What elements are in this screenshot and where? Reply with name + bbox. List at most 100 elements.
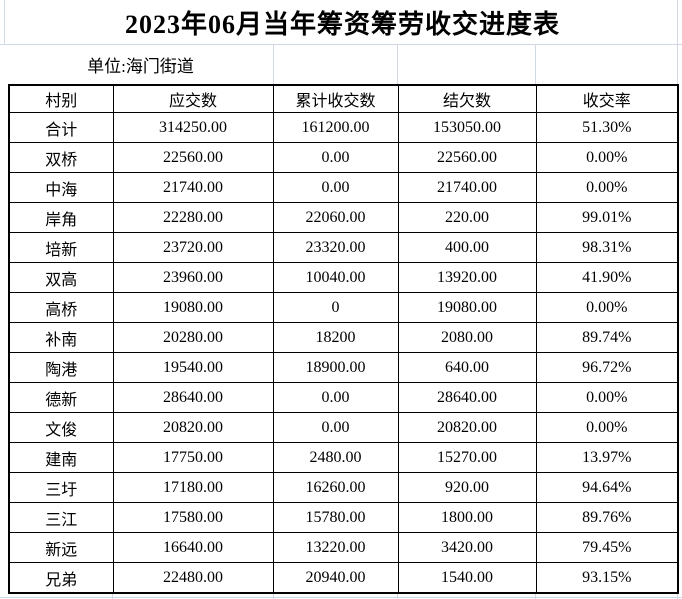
- received-cell: 0.00: [272, 172, 399, 203]
- outstanding-cell: 153050.00: [397, 112, 537, 143]
- column-header: 村别: [8, 84, 114, 113]
- due-cell: 16640.00: [112, 532, 274, 563]
- received-cell: 18900.00: [272, 352, 399, 383]
- due-cell: 28640.00: [112, 382, 274, 413]
- outstanding-cell: 28640.00: [397, 382, 537, 413]
- outstanding-cell: 1540.00: [397, 562, 537, 594]
- village-cell: 双桥: [8, 142, 114, 173]
- gridline: [397, 594, 398, 599]
- gridline: [273, 44, 274, 85]
- rate-cell: 51.30%: [535, 112, 679, 143]
- rate-cell: 41.90%: [535, 262, 679, 293]
- received-cell: 16260.00: [272, 472, 399, 503]
- village-cell: 岸角: [8, 202, 114, 233]
- rate-cell: 96.72%: [535, 352, 679, 383]
- received-cell: 10040.00: [272, 262, 399, 293]
- gridline: [535, 44, 536, 85]
- outstanding-cell: 220.00: [397, 202, 537, 233]
- village-cell: 陶港: [8, 352, 114, 383]
- outstanding-cell: 19080.00: [397, 292, 537, 323]
- gridline: [0, 44, 682, 45]
- rate-cell: 99.01%: [535, 202, 679, 233]
- village-cell: 中海: [8, 172, 114, 203]
- due-cell: 20280.00: [112, 322, 274, 353]
- gridline: [397, 44, 398, 85]
- due-cell: 17750.00: [112, 442, 274, 473]
- gridline: [535, 594, 536, 599]
- received-cell: 23320.00: [272, 232, 399, 263]
- gridline: [273, 594, 274, 599]
- gridline: [112, 594, 113, 599]
- gridline: [4, 0, 5, 44]
- received-cell: 15780.00: [272, 502, 399, 533]
- due-cell: 19080.00: [112, 292, 274, 323]
- rate-cell: 0.00%: [535, 382, 679, 413]
- column-header: 收交率: [535, 84, 679, 113]
- table-row: 双高 23960.00 10040.00 13920.00 41.90%: [8, 262, 679, 293]
- due-cell: 314250.00: [112, 112, 274, 143]
- received-cell: 0: [272, 292, 399, 323]
- table-row: 补南 20280.00 18200 2080.00 89.74%: [8, 322, 679, 353]
- village-cell: 双高: [8, 262, 114, 293]
- due-cell: 22280.00: [112, 202, 274, 233]
- column-header: 结欠数: [397, 84, 537, 113]
- outstanding-cell: 15270.00: [397, 442, 537, 473]
- rate-cell: 0.00%: [535, 412, 679, 443]
- rate-cell: 13.97%: [535, 442, 679, 473]
- table-header-row: 村别 应交数 累计收交数 结欠数 收交率: [8, 84, 679, 113]
- outstanding-cell: 3420.00: [397, 532, 537, 563]
- outstanding-cell: 13920.00: [397, 262, 537, 293]
- due-cell: 23720.00: [112, 232, 274, 263]
- table-row: 三圩 17180.00 16260.00 920.00 94.64%: [8, 472, 679, 503]
- village-cell: 文俊: [8, 412, 114, 443]
- outstanding-cell: 20820.00: [397, 412, 537, 443]
- village-cell: 新远: [8, 532, 114, 563]
- progress-table: 村别 应交数 累计收交数 结欠数 收交率 合计 314250.00 161200.00 153…: [8, 84, 679, 594]
- table-row: 三江 17580.00 15780.00 1800.00 89.76%: [8, 502, 679, 533]
- table-row: 培新 23720.00 23320.00 400.00 98.31%: [8, 232, 679, 263]
- table-row: 岸角 22280.00 22060.00 220.00 99.01%: [8, 202, 679, 233]
- village-cell: 三圩: [8, 472, 114, 503]
- outstanding-cell: 22560.00: [397, 142, 537, 173]
- received-cell: 0.00: [272, 142, 399, 173]
- table-row: 兄弟 22480.00 20940.00 1540.00 93.15%: [8, 562, 679, 594]
- received-cell: 2480.00: [272, 442, 399, 473]
- due-cell: 22560.00: [112, 142, 274, 173]
- due-cell: 22480.00: [112, 562, 274, 594]
- table-row: 建南 17750.00 2480.00 15270.00 13.97%: [8, 442, 679, 473]
- rate-cell: 93.15%: [535, 562, 679, 594]
- village-cell: 三江: [8, 502, 114, 533]
- rate-cell: 89.76%: [535, 502, 679, 533]
- outstanding-cell: 2080.00: [397, 322, 537, 353]
- table-row: 中海 21740.00 0.00 21740.00 0.00%: [8, 172, 679, 203]
- table-row: 陶港 19540.00 18900.00 640.00 96.72%: [8, 352, 679, 383]
- due-cell: 19540.00: [112, 352, 274, 383]
- rate-cell: 0.00%: [535, 172, 679, 203]
- due-cell: 23960.00: [112, 262, 274, 293]
- outstanding-cell: 640.00: [397, 352, 537, 383]
- rate-cell: 89.74%: [535, 322, 679, 353]
- table-row: 合计 314250.00 161200.00 153050.00 51.30%: [8, 112, 679, 143]
- outstanding-cell: 1800.00: [397, 502, 537, 533]
- outstanding-cell: 920.00: [397, 472, 537, 503]
- rate-cell: 79.45%: [535, 532, 679, 563]
- received-cell: 0.00: [272, 412, 399, 443]
- village-cell: 补南: [8, 322, 114, 353]
- village-cell: 德新: [8, 382, 114, 413]
- received-cell: 20940.00: [272, 562, 399, 594]
- village-cell: 培新: [8, 232, 114, 263]
- received-cell: 161200.00: [272, 112, 399, 143]
- gridline: [677, 0, 678, 85]
- village-cell: 合计: [8, 112, 114, 143]
- table-row: 德新 28640.00 0.00 28640.00 0.00%: [8, 382, 679, 413]
- table-row: 新远 16640.00 13220.00 3420.00 79.45%: [8, 532, 679, 563]
- rate-cell: 0.00%: [535, 142, 679, 173]
- due-cell: 17180.00: [112, 472, 274, 503]
- due-cell: 21740.00: [112, 172, 274, 203]
- received-cell: 13220.00: [272, 532, 399, 563]
- received-cell: 0.00: [272, 382, 399, 413]
- gridline: [0, 597, 682, 598]
- rate-cell: 94.64%: [535, 472, 679, 503]
- due-cell: 17580.00: [112, 502, 274, 533]
